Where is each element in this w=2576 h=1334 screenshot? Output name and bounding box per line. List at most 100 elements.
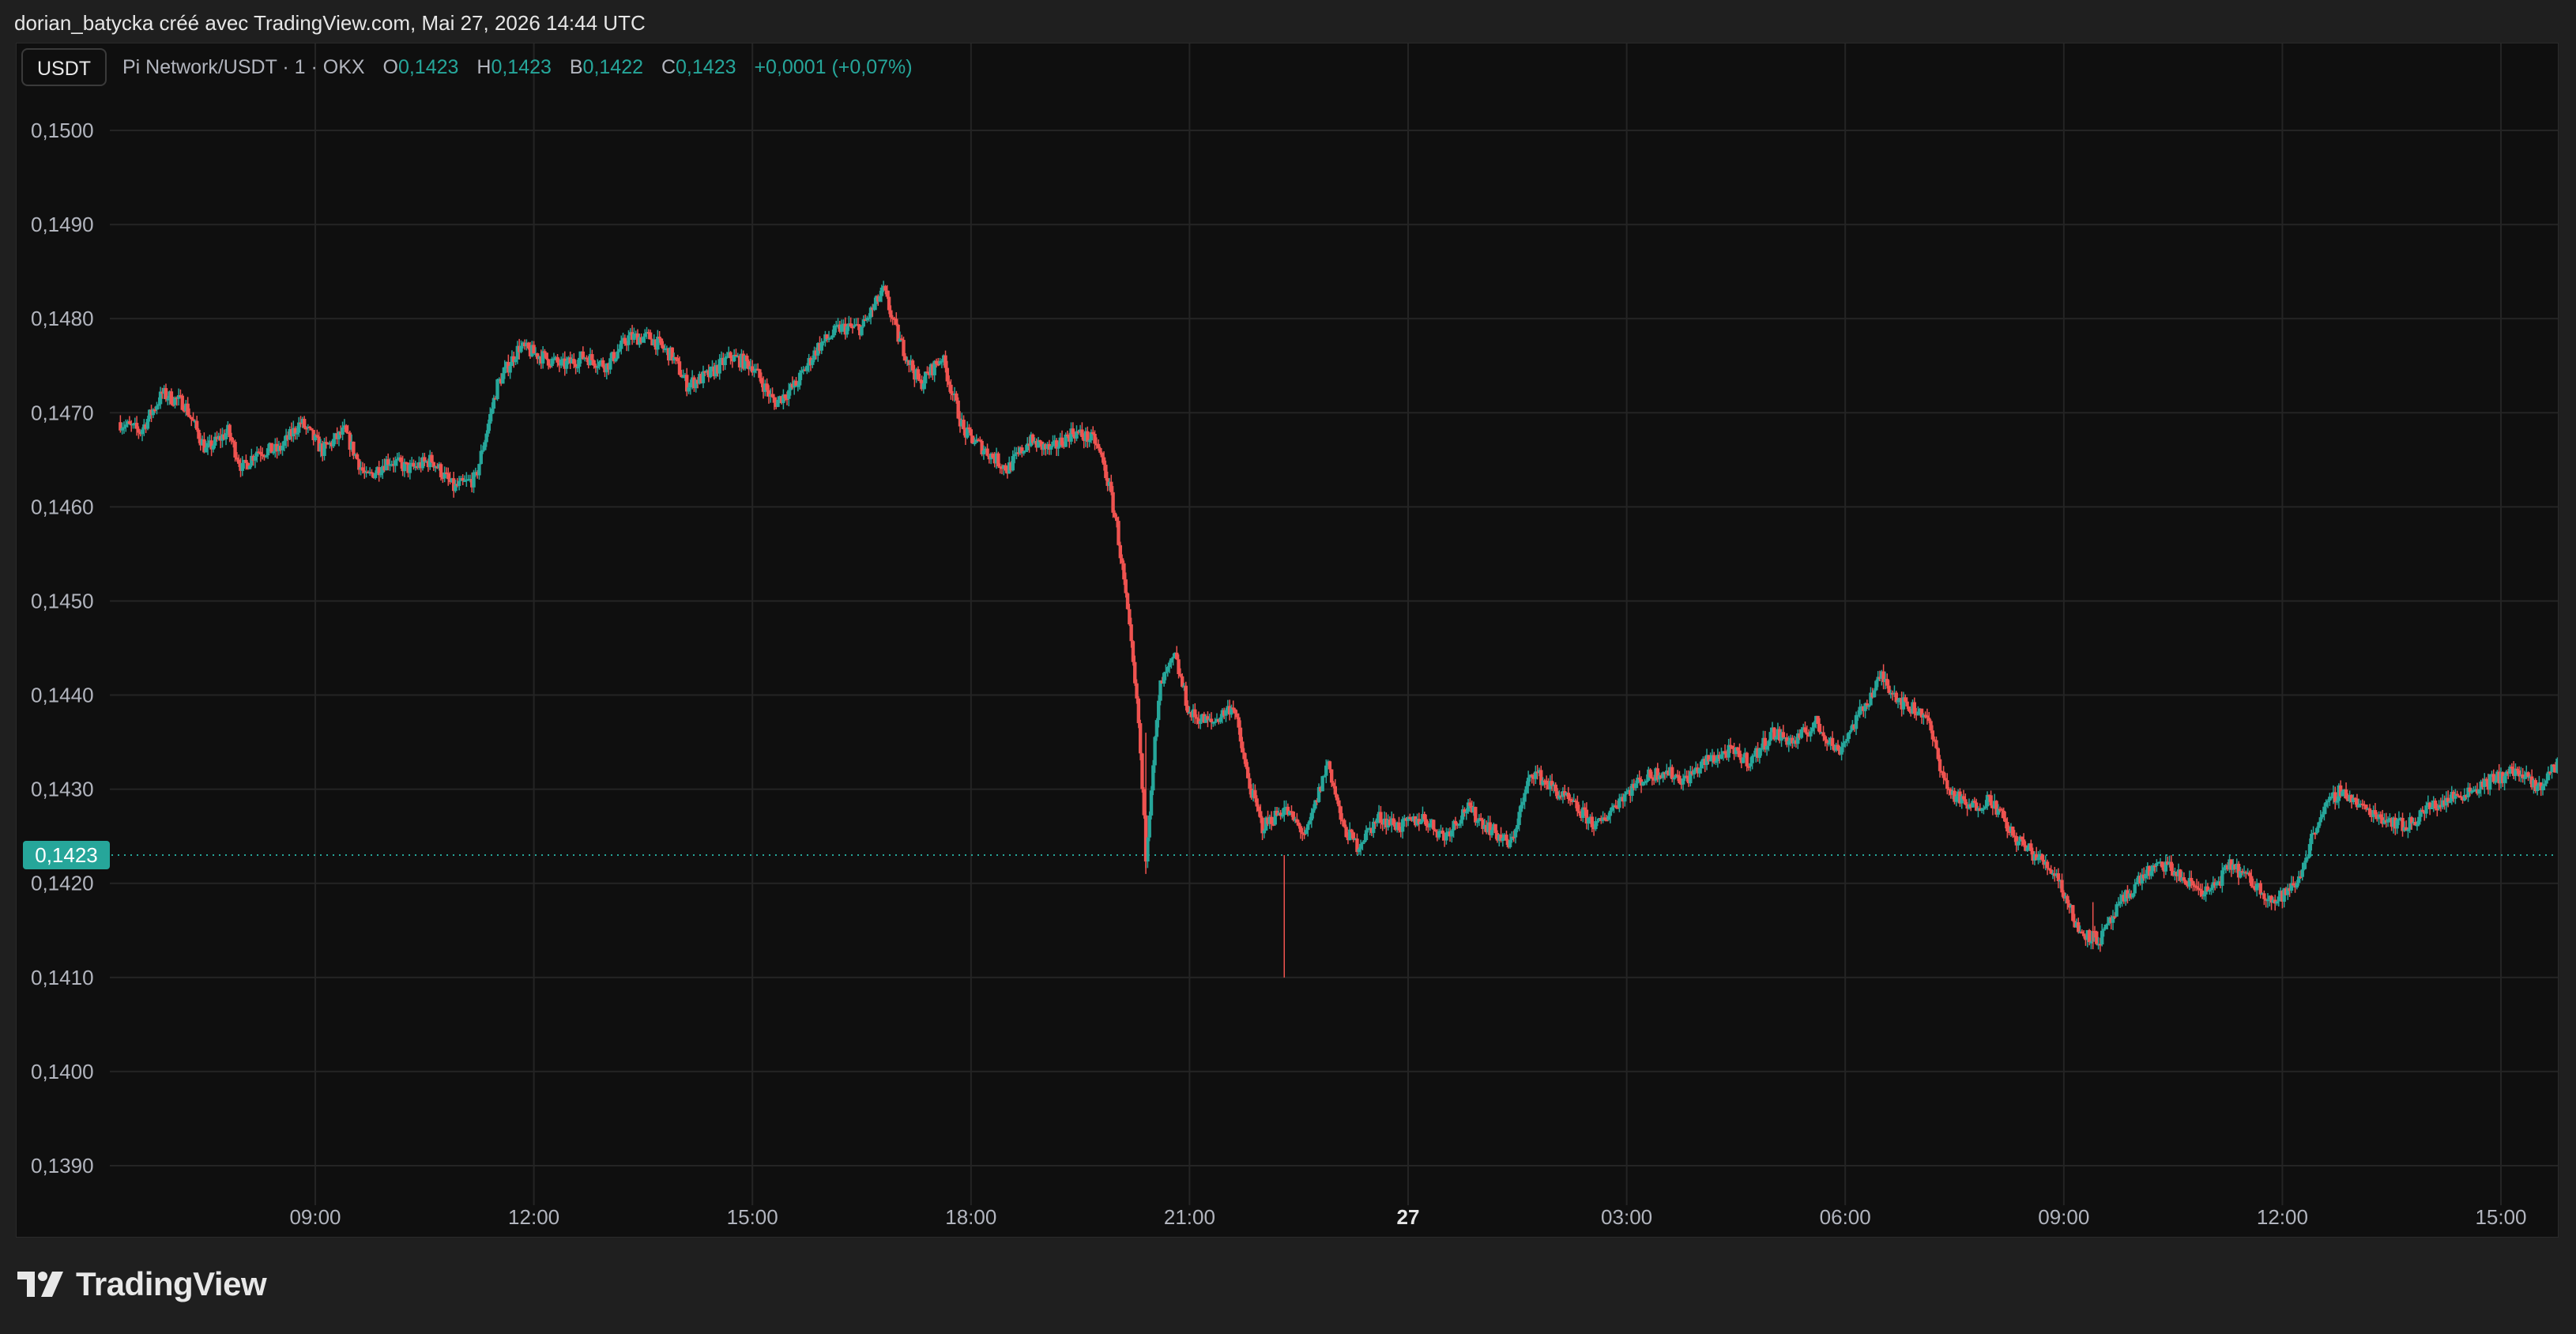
candle-body bbox=[235, 457, 239, 460]
candle-body bbox=[268, 443, 272, 449]
candle-body bbox=[1486, 822, 1490, 833]
candle-body bbox=[1788, 737, 1793, 741]
candle-body bbox=[1053, 440, 1057, 443]
candle-body bbox=[1421, 814, 1425, 822]
candle-body bbox=[1293, 819, 1297, 821]
candle-body bbox=[184, 403, 188, 411]
candle-body bbox=[1785, 737, 1789, 745]
candle-body bbox=[1392, 818, 1395, 825]
candle-body bbox=[1377, 812, 1381, 819]
candle-body bbox=[2450, 792, 2454, 801]
candle-body bbox=[2519, 774, 2523, 777]
candle-body bbox=[1481, 820, 1485, 829]
candle-body bbox=[2555, 759, 2558, 773]
candle-body bbox=[1934, 740, 1938, 748]
candle-body bbox=[2378, 814, 2383, 818]
candle-body bbox=[1207, 718, 1211, 721]
candle-body bbox=[1697, 768, 1701, 774]
candle-body bbox=[134, 423, 139, 429]
candle-body bbox=[2054, 872, 2058, 876]
candle-body bbox=[373, 473, 378, 478]
candle-body bbox=[1122, 563, 1126, 580]
candle-body bbox=[2454, 793, 2457, 799]
candle-body bbox=[965, 427, 970, 438]
candle-body bbox=[850, 326, 855, 329]
candle-body bbox=[1253, 789, 1257, 799]
legend-symbol[interactable]: Pi Network/USDT · 1 · OKX bbox=[122, 56, 365, 78]
candle-body bbox=[382, 465, 386, 471]
candle-body bbox=[2457, 795, 2461, 797]
candle-body bbox=[1798, 733, 1802, 738]
candle-body bbox=[896, 324, 900, 342]
candle-body bbox=[1390, 818, 1394, 826]
candle-body bbox=[1745, 752, 1749, 767]
candle-body bbox=[415, 466, 420, 469]
candle-body bbox=[808, 358, 813, 365]
candle-body bbox=[1364, 830, 1369, 841]
candle-body bbox=[1565, 793, 1569, 796]
legend-open-value: 0,1423 bbox=[397, 56, 459, 78]
x-tick-label: 21:00 bbox=[1164, 1205, 1215, 1229]
candle-body bbox=[1665, 770, 1669, 774]
candle-body bbox=[1249, 788, 1253, 798]
candle-body bbox=[2448, 801, 2452, 803]
chart-panel[interactable]: 0,1500 0,1490 0,1480 0,1470 0,1460 0,1450 0,14… bbox=[16, 43, 2559, 1238]
candle-body bbox=[1408, 817, 1412, 820]
candle-body bbox=[1115, 517, 1119, 522]
candle-body bbox=[998, 466, 1002, 469]
candle-body bbox=[857, 325, 862, 336]
price-chart[interactable]: 0,1500 0,1490 0,1480 0,1470 0,1460 0,1450 0,14… bbox=[17, 43, 2559, 1238]
candle-body bbox=[1594, 821, 1598, 830]
candle-body bbox=[2056, 872, 2061, 882]
candle-body bbox=[2311, 832, 2315, 835]
currency-selector-button[interactable]: USDT bbox=[21, 48, 107, 86]
candle-body bbox=[2377, 814, 2381, 820]
candle-body bbox=[229, 437, 234, 441]
candle-body bbox=[1827, 743, 1831, 745]
tradingview-logo[interactable]: TradingView bbox=[17, 1264, 267, 1304]
candle-body bbox=[1386, 819, 1390, 827]
candle-body bbox=[1659, 775, 1663, 778]
candle-body bbox=[475, 472, 480, 476]
candle-body bbox=[1633, 783, 1638, 789]
candle-body bbox=[712, 366, 716, 377]
candle-body bbox=[2236, 864, 2241, 878]
candle-body bbox=[2246, 872, 2250, 875]
candle-body bbox=[377, 467, 381, 476]
candle-body bbox=[1439, 831, 1443, 833]
candle-body bbox=[973, 443, 977, 445]
candle-body bbox=[1969, 804, 1973, 808]
candle-body bbox=[599, 360, 604, 362]
candle-body bbox=[729, 352, 733, 359]
y-tick-label: 0,1440 bbox=[31, 684, 94, 707]
candle-body bbox=[1679, 783, 1683, 786]
candle-body bbox=[616, 351, 620, 359]
candle-body bbox=[1863, 703, 1867, 711]
candle-body bbox=[2552, 764, 2556, 767]
candle-body bbox=[1605, 820, 1609, 822]
candle-body bbox=[145, 419, 150, 429]
candle-body bbox=[1333, 786, 1337, 795]
candle-body bbox=[2522, 777, 2527, 779]
candle-body bbox=[1548, 781, 1552, 789]
candle-body bbox=[1703, 759, 1707, 765]
candle-body bbox=[2208, 890, 2212, 892]
candle-body bbox=[1610, 807, 1614, 811]
candle-body bbox=[211, 445, 216, 450]
candle-body bbox=[304, 428, 308, 430]
candle-body bbox=[2540, 786, 2545, 790]
candle-body bbox=[907, 360, 911, 365]
candle-body bbox=[191, 419, 195, 421]
candle-body bbox=[1016, 452, 1020, 454]
candle-body bbox=[335, 433, 339, 439]
candle-body bbox=[2375, 814, 2379, 820]
candle-body bbox=[910, 360, 915, 371]
candle-body bbox=[2384, 820, 2388, 823]
candle-body bbox=[246, 462, 250, 469]
candle-body bbox=[1395, 822, 1399, 830]
candle-body bbox=[1060, 437, 1064, 446]
candle-body bbox=[1572, 800, 1576, 802]
candle-body bbox=[2275, 901, 2279, 904]
candle-body bbox=[1541, 780, 1545, 786]
candle-body bbox=[559, 360, 563, 366]
